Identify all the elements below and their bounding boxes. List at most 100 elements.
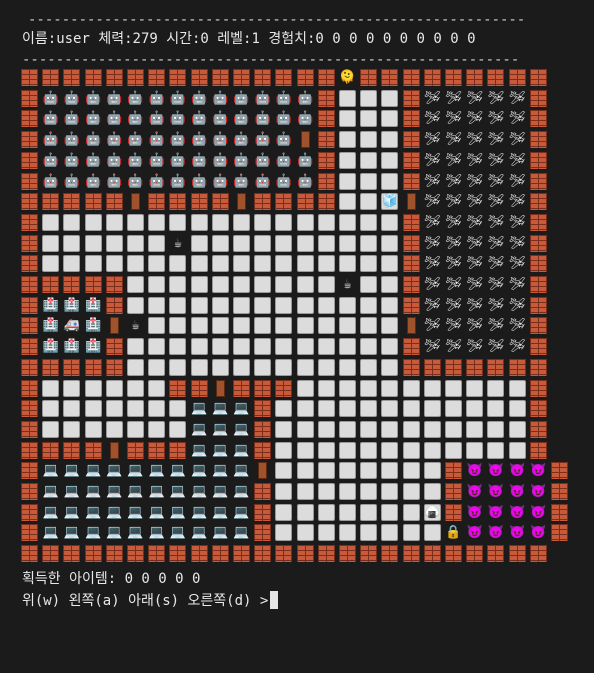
robot-icon: 🤖 [106, 90, 123, 106]
floor-tile [148, 276, 166, 293]
brick-wall [127, 69, 144, 86]
floor-tile [317, 317, 335, 335]
floor-tile [42, 400, 60, 418]
door [258, 462, 268, 480]
airplane-icon: 🛩 [508, 111, 526, 127]
floor-tile [339, 462, 356, 480]
floor-tile [42, 420, 60, 438]
airplane-icon: 🛩 [466, 256, 483, 272]
laptop-icon: 💻 [127, 463, 144, 479]
devil-icon: 😈 [530, 484, 547, 499]
floor-tile [63, 234, 81, 252]
floor-tile [233, 255, 250, 273]
robot-icon: 🤖 [233, 111, 250, 127]
floor-tile [84, 213, 102, 231]
floor-tile [445, 441, 462, 459]
floor-tile [127, 358, 144, 376]
floor-tile [339, 213, 356, 231]
robot-icon: 🤖 [63, 90, 80, 106]
floor-tile [339, 338, 356, 356]
floor-tile [339, 503, 356, 521]
floor-tile [402, 379, 420, 397]
laptop-icon: 💻 [127, 525, 144, 541]
brick-wall [296, 193, 314, 211]
floor-tile [360, 255, 378, 273]
floor-tile [360, 441, 378, 459]
floor-tile [275, 276, 293, 293]
floor-tile [360, 338, 378, 356]
robot-icon: 🤖 [63, 152, 80, 168]
floor-tile [169, 276, 187, 293]
floor-tile [42, 379, 60, 397]
floor-tile [169, 255, 187, 273]
floor-tile [360, 296, 378, 314]
floor-tile [148, 255, 166, 273]
floor-tile [296, 317, 314, 335]
floor-tile [360, 379, 378, 397]
brick-wall [42, 193, 60, 211]
robot-icon: 🤖 [275, 132, 292, 148]
floor-tile [445, 400, 462, 418]
brick-wall [63, 358, 81, 376]
airplane-icon: 🛩 [424, 132, 441, 148]
devil-icon: 😈 [487, 525, 504, 541]
floor-tile [275, 503, 293, 521]
brick-wall [63, 69, 81, 86]
floor-tile [339, 193, 356, 211]
laptop-icon: 💻 [169, 525, 186, 541]
floor-tile [423, 441, 441, 459]
robot-icon: 🤖 [169, 152, 186, 168]
brick-wall [84, 276, 102, 293]
brick-wall [63, 545, 81, 563]
floor-tile [296, 234, 314, 252]
brick-wall [21, 151, 38, 169]
brick-wall [190, 545, 208, 563]
brick-wall [21, 110, 38, 128]
floor-tile [169, 317, 187, 335]
status-line: 이름:user 체력:279 시간:0 레벨:1 경험치:0 0 0 0 0 0… [22, 31, 476, 47]
robot-icon: 🤖 [169, 90, 186, 106]
floor-tile [423, 483, 441, 500]
airplane-icon: 🛩 [466, 318, 483, 334]
header-divider-bottom: ----------------------------------------… [22, 52, 520, 68]
brick-wall [402, 69, 420, 86]
floor-tile [487, 420, 505, 438]
brick-wall [21, 338, 38, 356]
floor-tile [233, 358, 250, 376]
floor-tile [296, 524, 314, 542]
floor-tile [275, 358, 293, 376]
floor-tile [339, 255, 356, 273]
laptop-icon: 💻 [191, 525, 208, 541]
brick-wall [21, 545, 38, 563]
floor-tile [339, 358, 356, 376]
devil-icon: 😈 [466, 484, 483, 499]
airplane-icon: 🛩 [487, 152, 505, 168]
door [237, 193, 246, 211]
brick-wall [148, 545, 166, 563]
brick-wall [105, 296, 123, 314]
brick-wall [42, 276, 60, 293]
floor-tile [63, 420, 81, 438]
brick-wall [360, 545, 378, 563]
brick-wall [402, 110, 420, 128]
floor-tile [339, 483, 356, 500]
command-prompt[interactable]: 위(w) 왼쪽(a) 아래(s) 오른쪽(d) > [22, 591, 279, 609]
robot-icon: 🤖 [191, 152, 208, 168]
floor-tile [317, 400, 335, 418]
airplane-icon: 🛩 [487, 214, 505, 230]
floor-tile [63, 379, 81, 397]
floor-tile [296, 296, 314, 314]
floor-tile [169, 296, 187, 314]
brick-wall [148, 193, 166, 211]
brick-wall [254, 483, 272, 500]
floor-tile [84, 379, 102, 397]
brick-wall [63, 193, 81, 211]
floor-tile [317, 503, 335, 521]
floor-tile [317, 338, 335, 356]
laptop-icon: 💻 [191, 442, 208, 458]
floor-tile [381, 151, 399, 169]
brick-wall [529, 193, 547, 211]
floor-tile [360, 358, 378, 376]
floor-tile [339, 172, 356, 190]
laptop-icon: 💻 [169, 504, 186, 520]
